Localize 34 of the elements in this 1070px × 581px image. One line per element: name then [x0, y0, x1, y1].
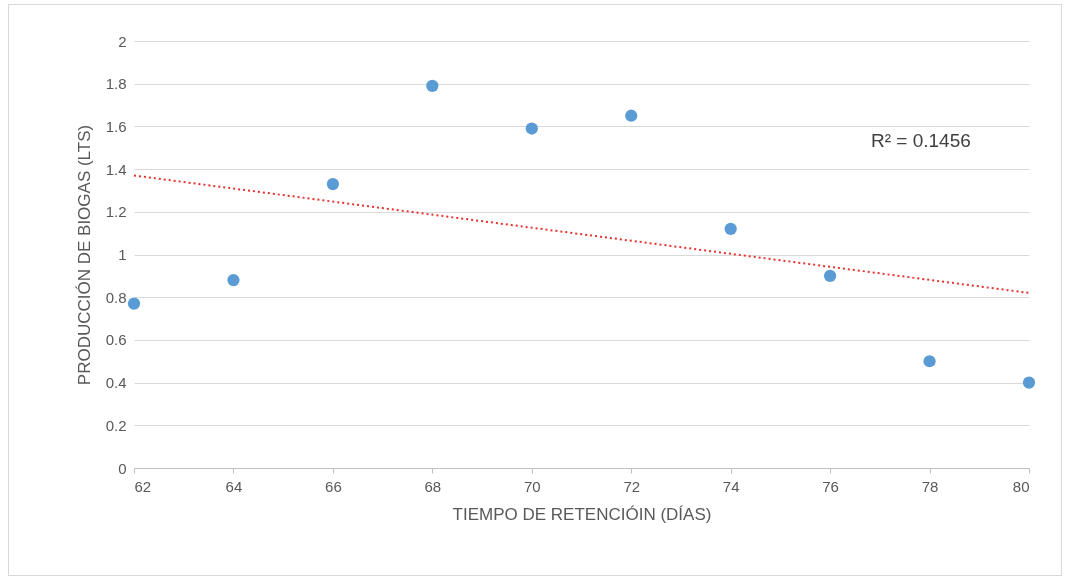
- point: [326, 177, 340, 191]
- y-tick-label: 1.6: [105, 117, 127, 135]
- y-tick-label: 1.8: [105, 75, 127, 93]
- x-tick-label: 68: [424, 477, 442, 495]
- annotation: R² = 0.1456: [871, 130, 971, 151]
- y-tick-label: 1.4: [105, 160, 127, 178]
- y-tick-label: 1.2: [105, 203, 127, 221]
- y-tick-label: 0.2: [105, 416, 127, 434]
- y-tick-label: 0.6: [105, 331, 127, 349]
- x-tick-label: 78: [921, 477, 939, 495]
- x-tick-label: 72: [623, 477, 641, 495]
- x-axis-title: TIEMPO DE RETENCIÓIN (DÍAS): [452, 504, 712, 524]
- point: [426, 79, 439, 92]
- point: [227, 274, 240, 287]
- x-tick-label: 66: [325, 477, 342, 495]
- point: [724, 222, 737, 235]
- x-tick-label: 64: [225, 477, 243, 495]
- y-tick-label: 0.8: [105, 288, 127, 306]
- y-tick-label: 0.4: [105, 374, 127, 392]
- x-tick-label: 74: [722, 477, 740, 495]
- point: [823, 269, 837, 282]
- point: [1022, 376, 1036, 389]
- point: [923, 355, 936, 368]
- x-tick-label: 70: [523, 477, 541, 495]
- point: [625, 109, 638, 122]
- point: [127, 297, 141, 310]
- x-tick-label: 80: [1012, 477, 1030, 495]
- y-tick-label: 1: [118, 246, 127, 263]
- y-axis-title: PRODUCCIÓN DE BIOGAS (LTS): [74, 124, 94, 386]
- point: [525, 122, 538, 135]
- y-tick-label: 0: [118, 459, 127, 477]
- x-tick-label: 76: [822, 477, 839, 495]
- y-tick-label: 2: [118, 32, 127, 50]
- x-tick-label: 62: [134, 477, 152, 495]
